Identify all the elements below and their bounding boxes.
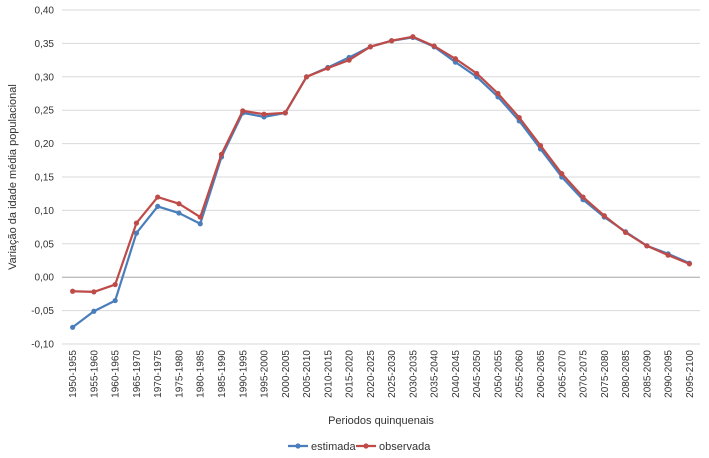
y-tick-label: 0,35 [35,39,55,50]
y-tick-label: 0,00 [35,273,55,284]
data-point-observada [70,288,76,294]
series-observada [70,34,692,295]
x-tick-label: 1975-1980 [174,350,185,398]
x-tick-label: 2020-2025 [366,350,377,398]
x-tick-label: 1990-1995 [238,350,249,398]
data-point-estimada [112,297,118,304]
data-point-observada [559,171,565,177]
x-tick-label: 2055-2060 [515,350,526,398]
x-tick-label: 2080-2085 [621,350,632,398]
x-tick-label: 2045-2050 [472,350,483,398]
x-tick-label: 1955-1960 [89,350,100,398]
data-point-observada [303,74,310,80]
data-point-estimada [176,210,182,216]
x-tick-label: 1995-2000 [260,350,271,398]
data-point-observada [155,194,161,200]
data-point-observada [474,70,480,77]
series-line-observada [72,35,690,293]
data-point-observada [644,243,650,249]
series-layer [70,34,692,330]
x-tick-label: 2085-2090 [642,350,653,398]
x-axis-title: Periodos quinquenais [328,415,434,427]
data-point-observada [261,111,267,117]
data-point-observada [112,281,118,288]
x-tick-label: 1985-1990 [217,350,228,398]
data-point-observada [325,65,331,71]
x-tick-label: 1965-1970 [132,350,143,398]
data-point-observada [410,34,416,40]
data-point-estimada [133,230,140,236]
data-point-observada [282,110,288,116]
series-estimada [70,34,692,330]
x-tick-label: 2060-2065 [536,350,547,398]
x-tick-label: 2015-2020 [345,350,356,398]
y-tick-label: -0,05 [31,306,54,317]
series-line-estimada [71,36,690,329]
x-tick-label: 2000-2005 [281,350,292,398]
data-point-observada [431,43,437,49]
legend-label: estimada [311,441,357,453]
legend-label: observada [379,441,431,453]
data-point-estimada [155,203,161,209]
x-tick-label: 2010-2015 [323,350,334,398]
y-tick-label: -0,10 [31,340,54,351]
legend-marker [295,443,301,449]
legend-item-observada: observada [356,441,431,453]
data-point-observada [495,90,501,97]
data-point-observada [176,201,182,207]
x-tick-label: 2050-2055 [493,350,504,398]
x-tick-label: 1950-1955 [68,350,79,398]
x-tick-label: 2030-2035 [408,350,419,398]
legend-item-estimada: estimada [288,441,357,453]
x-tick-label: 1980-1985 [196,350,207,398]
x-tick-label: 2005-2010 [302,350,313,398]
data-point-estimada [70,324,76,330]
data-point-observada [622,229,629,236]
x-tick-label: 1960-1965 [111,350,122,398]
legend-marker [363,443,369,449]
x-tick-label: 2035-2040 [430,350,441,398]
x-tick-label: 2065-2070 [557,350,568,398]
x-tick-label: 2090-2095 [664,350,675,398]
data-point-observada [665,252,671,258]
data-point-observada [346,57,352,63]
y-tick-label: 0,10 [35,206,55,217]
x-tick-label: 2075-2080 [600,350,611,398]
data-point-observada [218,151,225,157]
data-point-observada [452,56,459,62]
data-point-observada [686,261,692,267]
data-point-observada [537,143,544,149]
data-point-observada [580,194,586,200]
y-axis-title: Variação da idade média populacional [7,84,19,270]
x-tick-label: 2025-2030 [387,350,398,398]
y-tick-label: 0,05 [35,239,55,250]
y-tick-label: 0,25 [35,106,55,117]
data-point-observada [197,214,203,220]
y-tick-label: 0,40 [35,6,55,17]
y-tick-label: 0,20 [35,139,55,150]
y-tick-label: 0,15 [35,173,55,184]
data-point-estimada [197,221,203,227]
data-point-observada [91,289,97,295]
x-tick-label: 2070-2075 [579,350,590,398]
x-tick-label: 1970-1975 [153,350,164,398]
x-tick-label: 2040-2045 [451,350,462,398]
data-point-observada [389,38,395,44]
y-axis-ticks: -0,10 -0,05 0,00 0,05 0,10 0,15 0,20 0,25 0,30 0,… [31,6,54,351]
x-axis-ticks: 1950-1955 1955-1960 1960-1965 1965-1970 1970… [68,350,696,398]
gridlines [62,9,700,345]
data-point-observada [240,108,246,114]
data-point-observada [367,44,373,50]
y-tick-label: 0,30 [35,72,55,83]
data-point-observada [601,213,607,219]
legend: estimada observada [288,441,431,453]
data-point-estimada [91,308,97,314]
data-point-observada [516,114,522,121]
x-tick-label: 2095-2100 [685,350,696,398]
data-point-observada [133,220,140,226]
